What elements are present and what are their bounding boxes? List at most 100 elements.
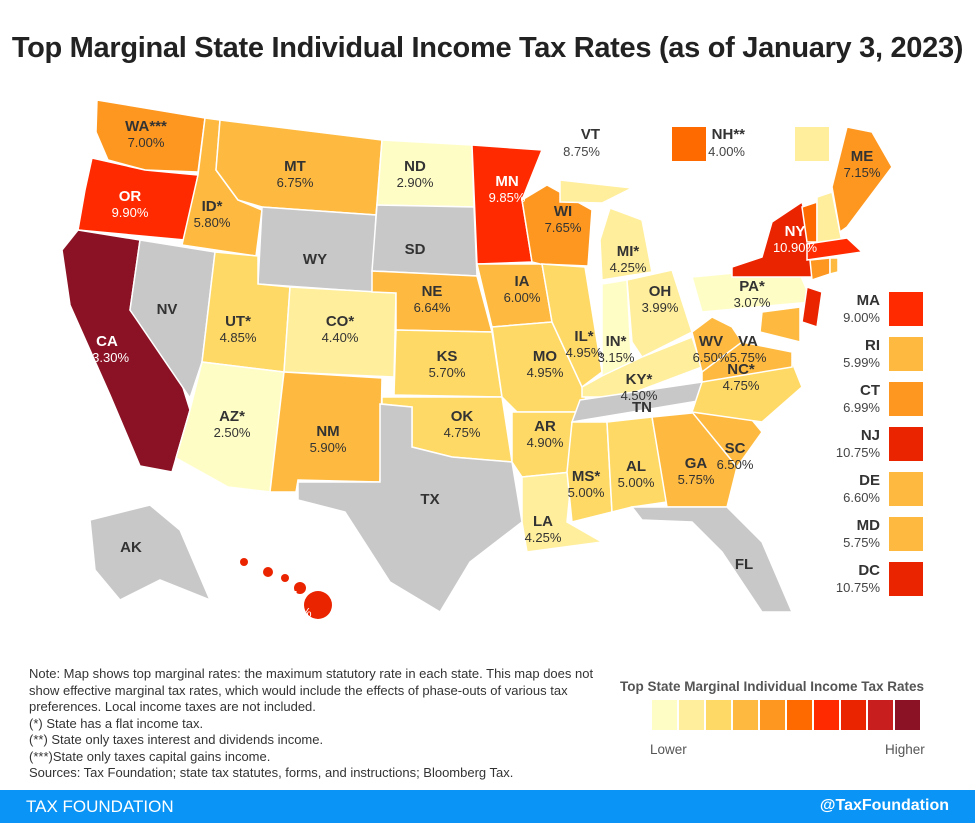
- state-ma: [806, 237, 864, 261]
- note-capital-gains: (***)State only taxes capital gains inco…: [29, 748, 271, 764]
- state-rate: 5.75%: [677, 472, 715, 487]
- state-label-ny: NY 10.90%: [773, 224, 817, 256]
- state-abbr: LA: [533, 513, 553, 530]
- legend-swatch: [787, 700, 812, 730]
- state-label-al: AL 5.00%: [618, 459, 655, 491]
- legend-swatch: [733, 700, 758, 730]
- callout-label-ma: MA 9.00%: [790, 292, 880, 326]
- state-abbr: AZ*: [219, 408, 245, 425]
- state-rate: 4.75%: [722, 378, 760, 393]
- callout-label-ri: RI 5.99%: [790, 337, 880, 371]
- state-label-ak: AK: [120, 540, 142, 556]
- callout-swatch: [889, 472, 923, 506]
- state-hi-island: [263, 567, 273, 577]
- state-abbr: NE: [421, 283, 443, 300]
- callout-rate: 6.60%: [843, 490, 880, 505]
- state-abbr: IL*: [574, 328, 594, 345]
- state-mi-lower: [599, 207, 653, 281]
- state-abbr: SC: [724, 440, 746, 457]
- state-rate: 4.85%: [219, 330, 257, 345]
- legend-swatch: [841, 700, 866, 730]
- state-ri: [829, 257, 839, 275]
- state-abbr: ND: [404, 158, 426, 175]
- state-ms: [566, 421, 613, 523]
- state-me: [831, 126, 893, 234]
- state-rate: 4.90%: [526, 435, 564, 450]
- state-wv: [691, 316, 744, 374]
- state-abbr: NC*: [727, 361, 755, 378]
- state-label-ok: OK 4.75%: [444, 409, 481, 441]
- state-label-mt: MT 6.75%: [277, 159, 314, 191]
- state-label-pa: PA* 3.07%: [734, 279, 771, 311]
- legend-swatch: [652, 700, 677, 730]
- state-label-wy: WY: [303, 252, 327, 268]
- state-abbr: KS: [436, 348, 458, 365]
- state-label-wv: WV 6.50%: [693, 334, 730, 366]
- callout-rate: 9.00%: [843, 310, 880, 325]
- legend-title: Top State Marginal Individual Income Tax…: [620, 679, 925, 694]
- state-hi-island: [304, 591, 332, 619]
- callout-swatch: [672, 127, 706, 161]
- note-flat: (*) State has a flat income tax.: [29, 715, 204, 731]
- state-abbr: AL: [626, 458, 646, 475]
- state-abbr: WY: [302, 251, 328, 268]
- state-rate: 3.99%: [641, 300, 679, 315]
- state-label-ut: UT* 4.85%: [220, 314, 257, 346]
- twitter-handle[interactable]: @TaxFoundation: [819, 797, 949, 814]
- legend-swatch: [895, 700, 920, 730]
- callout-label-de: DE 6.60%: [790, 472, 880, 506]
- legend-higher: Higher: [885, 742, 925, 757]
- state-fl: [630, 506, 794, 613]
- state-label-tn: TN: [632, 400, 652, 416]
- state-hi-island: [294, 582, 306, 594]
- state-label-wi: WI 7.65%: [545, 204, 582, 236]
- state-nm: [269, 371, 383, 493]
- callout-label-dc: DC 10.75%: [790, 562, 880, 596]
- state-nj: [801, 286, 823, 328]
- callout-abbr: CT: [860, 382, 880, 399]
- callout-label-0: VT 8.75%: [530, 126, 600, 160]
- state-abbr: CA: [96, 333, 118, 350]
- callout-abbr: RI: [865, 337, 880, 354]
- callout-rate: 5.99%: [843, 355, 880, 370]
- state-rate: 3.07%: [733, 295, 771, 310]
- state-label-ca: CA 13.30%: [85, 334, 129, 366]
- state-abbr: MI*: [616, 243, 640, 260]
- state-abbr: SD: [404, 241, 426, 258]
- state-ct: [809, 257, 831, 282]
- state-abbr: VA: [738, 333, 758, 350]
- callout-swatch: [795, 127, 829, 161]
- state-rate: 2.50%: [213, 425, 251, 440]
- state-nv: [129, 239, 216, 400]
- footer-bar: TAX FOUNDATION @TaxFoundation: [0, 790, 975, 823]
- state-rate: 11.00%: [268, 605, 312, 620]
- legend-swatches: [652, 700, 920, 730]
- state-label-ks: KS 5.70%: [429, 349, 466, 381]
- state-wy: [257, 206, 377, 293]
- state-label-ky: KY* 4.50%: [621, 372, 658, 404]
- state-rate: 5.70%: [428, 365, 466, 380]
- state-label-fl: FL: [735, 557, 753, 573]
- state-hi-island: [281, 574, 289, 582]
- state-ak: [89, 504, 212, 602]
- state-label-id: ID* 5.80%: [194, 199, 231, 231]
- state-abbr: OH: [648, 283, 672, 300]
- state-rate: 4.25%: [609, 260, 647, 275]
- state-label-oh: OH 3.99%: [642, 284, 679, 316]
- state-wi: [521, 184, 593, 267]
- state-abbr: IN*: [605, 333, 627, 350]
- legend-swatch: [706, 700, 731, 730]
- callout-rate: 6.99%: [843, 400, 880, 415]
- state-rate: 5.80%: [193, 215, 231, 230]
- us-map: [61, 99, 893, 619]
- state-rate: 9.85%: [488, 190, 526, 205]
- legend-swatch: [814, 700, 839, 730]
- state-label-ia: IA 6.00%: [504, 274, 541, 306]
- state-hi-island: [240, 558, 248, 566]
- legend-swatch: [760, 700, 785, 730]
- state-label-nv: NV: [157, 302, 178, 318]
- state-abbr: CO*: [325, 313, 355, 330]
- callout-swatch: [889, 517, 923, 551]
- state-label-ga: GA 5.75%: [678, 456, 715, 488]
- state-rate: 4.50%: [620, 388, 658, 403]
